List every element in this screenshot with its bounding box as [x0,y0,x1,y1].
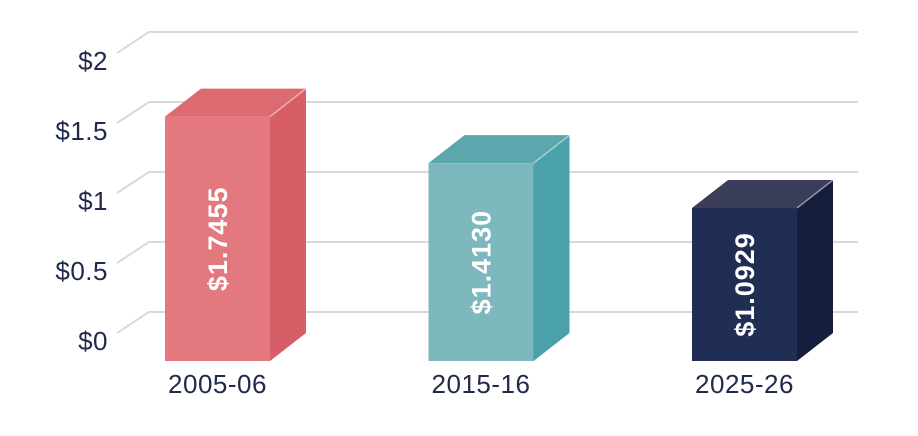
x-axis-label-2005-06: 2005-06 [168,369,267,399]
gridline-$2 [116,31,858,54]
y-axis-tick-$2: $2 [78,46,108,76]
bar-front-face [692,207,797,361]
bar-side-face [797,179,833,361]
bar-front-face [428,163,534,361]
bar-front-face [165,116,270,361]
gridline-$0.5 [116,241,858,264]
bar-2025-26[interactable]: $1.0929 [692,179,834,361]
bar-value-label-2005-06: $1.7455 [203,187,233,292]
bar-edge-highlight [796,179,834,209]
bar-top-face [692,179,833,208]
y-axis-tick-$0.5: $0.5 [55,256,108,286]
bar-value-label-2015-16: $1.4130 [466,210,496,315]
y-axis-tick-$0: $0 [78,326,108,356]
bar-side-face [533,135,570,361]
bar-top-face [165,88,306,117]
x-axis-label-2015-16: 2015-16 [432,369,531,399]
gridline-$0 [116,311,858,334]
bar-value-label-2025-26: $1.0929 [730,232,760,337]
bar-2005-06[interactable]: $1.7455 [165,88,307,361]
y-axis-tick-$1.5: $1.5 [55,116,108,146]
bar-2015-16[interactable]: $1.4130 [428,134,570,361]
bar-edge-highlight [269,88,307,118]
x-axis-label-2025-26: 2025-26 [695,369,794,399]
bar-edge-highlight [533,134,570,164]
y-axis-tick-$1: $1 [78,186,108,216]
bar-side-face [270,88,306,361]
gridline-$1.5 [116,101,858,124]
bar-top-face [428,135,570,164]
gridline-$1 [116,171,858,194]
